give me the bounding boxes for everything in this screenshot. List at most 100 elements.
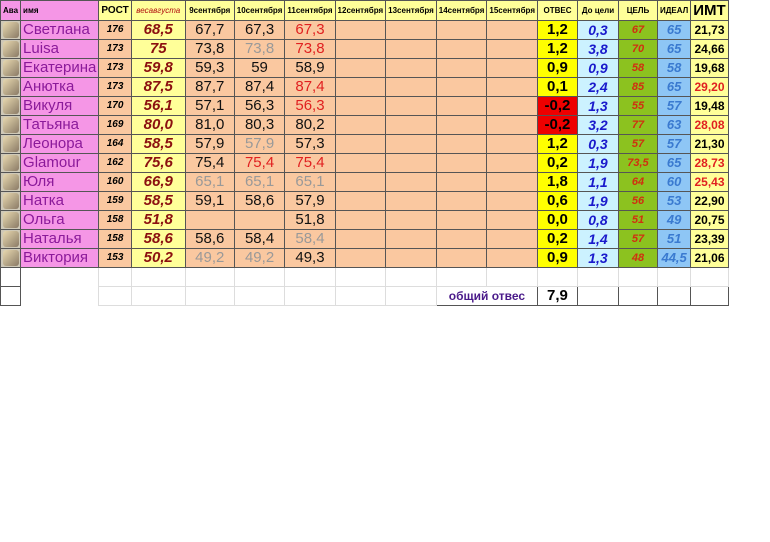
empty-cell[interactable] bbox=[435, 267, 488, 287]
empty-cell[interactable] bbox=[334, 267, 387, 287]
avatar-cell[interactable] bbox=[0, 115, 22, 135]
loss-cell[interactable]: 0,1 bbox=[536, 77, 578, 97]
weight-cell[interactable] bbox=[435, 115, 488, 135]
column-header[interactable]: весавгуста bbox=[130, 0, 186, 21]
weight-cell[interactable] bbox=[486, 77, 538, 97]
weight-cell[interactable]: 81,0 bbox=[184, 115, 235, 135]
weight-cell[interactable]: 58,6 bbox=[184, 229, 235, 249]
weight-cell[interactable] bbox=[435, 58, 488, 78]
loss-cell[interactable]: -0,2 bbox=[536, 96, 578, 116]
bmi-cell[interactable]: 20,75 bbox=[690, 210, 729, 230]
weight-cell[interactable] bbox=[435, 96, 488, 116]
name-cell[interactable]: Татьяна bbox=[20, 115, 100, 135]
name-cell[interactable]: Ольга bbox=[20, 210, 100, 230]
start-weight-cell[interactable]: 50,2 bbox=[130, 248, 186, 268]
weight-cell[interactable]: 87,4 bbox=[233, 77, 286, 97]
weight-cell[interactable] bbox=[486, 20, 538, 40]
loss-cell[interactable]: 0,2 bbox=[536, 229, 578, 249]
bmi-cell[interactable]: 21,30 bbox=[690, 134, 729, 154]
goal-cell[interactable]: 70 bbox=[617, 39, 658, 59]
weight-cell[interactable]: 65,1 bbox=[184, 172, 235, 192]
weight-cell[interactable] bbox=[486, 115, 538, 135]
weight-cell[interactable]: 51,8 bbox=[284, 210, 336, 230]
goal-cell[interactable]: 85 bbox=[617, 77, 658, 97]
empty-cell[interactable] bbox=[576, 286, 619, 306]
to-goal-cell[interactable]: 1,4 bbox=[576, 229, 619, 249]
empty-cell[interactable] bbox=[486, 267, 538, 287]
ideal-cell[interactable]: 51 bbox=[656, 229, 692, 249]
loss-cell[interactable]: 0,0 bbox=[536, 210, 578, 230]
empty-cell[interactable] bbox=[617, 286, 658, 306]
goal-cell[interactable]: 57 bbox=[617, 134, 658, 154]
to-goal-cell[interactable]: 1,9 bbox=[576, 153, 619, 173]
height-cell[interactable]: 164 bbox=[98, 134, 132, 154]
empty-cell[interactable] bbox=[385, 267, 437, 287]
loss-cell[interactable]: 0,9 bbox=[536, 58, 578, 78]
goal-cell[interactable]: 51 bbox=[617, 210, 658, 230]
weight-cell[interactable]: 56,3 bbox=[284, 96, 336, 116]
ideal-cell[interactable]: 65 bbox=[656, 39, 692, 59]
bmi-cell[interactable]: 22,90 bbox=[690, 191, 729, 211]
weight-cell[interactable] bbox=[486, 153, 538, 173]
weight-cell[interactable] bbox=[435, 20, 488, 40]
loss-cell[interactable]: 0,9 bbox=[536, 248, 578, 268]
weight-cell[interactable] bbox=[486, 96, 538, 116]
weight-cell[interactable]: 58,4 bbox=[284, 229, 336, 249]
to-goal-cell[interactable]: 1,1 bbox=[576, 172, 619, 192]
to-goal-cell[interactable]: 2,4 bbox=[576, 77, 619, 97]
weight-cell[interactable]: 58,4 bbox=[233, 229, 286, 249]
weight-cell[interactable]: 75,4 bbox=[284, 153, 336, 173]
start-weight-cell[interactable]: 75,6 bbox=[130, 153, 186, 173]
bmi-cell[interactable]: 25,43 bbox=[690, 172, 729, 192]
weight-cell[interactable]: 59 bbox=[233, 58, 286, 78]
start-weight-cell[interactable]: 66,9 bbox=[130, 172, 186, 192]
column-header[interactable]: 14сентября bbox=[435, 0, 488, 21]
weight-cell[interactable]: 57,9 bbox=[284, 191, 336, 211]
weight-cell[interactable] bbox=[486, 39, 538, 59]
empty-cell[interactable] bbox=[20, 286, 99, 306]
name-cell[interactable]: Викуля bbox=[20, 96, 100, 116]
start-weight-cell[interactable]: 58,6 bbox=[130, 229, 186, 249]
weight-cell[interactable] bbox=[385, 210, 437, 230]
height-cell[interactable]: 158 bbox=[98, 229, 132, 249]
weight-cell[interactable] bbox=[334, 210, 387, 230]
avatar-cell[interactable] bbox=[0, 191, 22, 211]
weight-cell[interactable]: 67,3 bbox=[284, 20, 336, 40]
weight-cell[interactable] bbox=[385, 191, 437, 211]
height-cell[interactable]: 162 bbox=[98, 153, 132, 173]
weight-cell[interactable] bbox=[334, 134, 387, 154]
empty-cell[interactable] bbox=[656, 286, 692, 306]
empty-cell[interactable] bbox=[184, 286, 235, 306]
weight-cell[interactable] bbox=[334, 96, 387, 116]
weight-cell[interactable] bbox=[334, 58, 387, 78]
loss-cell[interactable]: -0,2 bbox=[536, 115, 578, 135]
column-header[interactable]: 15сентября bbox=[486, 0, 538, 21]
start-weight-cell[interactable]: 58,5 bbox=[130, 191, 186, 211]
to-goal-cell[interactable]: 1,3 bbox=[576, 96, 619, 116]
weight-cell[interactable]: 73,8 bbox=[284, 39, 336, 59]
weight-cell[interactable] bbox=[385, 229, 437, 249]
height-cell[interactable]: 173 bbox=[98, 39, 132, 59]
column-header[interactable]: 10сентября bbox=[233, 0, 286, 21]
weight-cell[interactable]: 73,8 bbox=[184, 39, 235, 59]
goal-cell[interactable]: 48 bbox=[617, 248, 658, 268]
weight-cell[interactable] bbox=[435, 153, 488, 173]
weight-cell[interactable] bbox=[435, 134, 488, 154]
ideal-cell[interactable]: 65 bbox=[656, 77, 692, 97]
start-weight-cell[interactable]: 75 bbox=[130, 39, 186, 59]
weight-cell[interactable] bbox=[385, 248, 437, 268]
empty-cell[interactable] bbox=[284, 286, 336, 306]
weight-cell[interactable] bbox=[334, 39, 387, 59]
weight-cell[interactable] bbox=[486, 210, 538, 230]
column-header[interactable]: До цели bbox=[576, 0, 619, 21]
start-weight-cell[interactable]: 58,5 bbox=[130, 134, 186, 154]
ideal-cell[interactable]: 57 bbox=[656, 96, 692, 116]
column-header[interactable]: Ава bbox=[0, 0, 22, 21]
start-weight-cell[interactable]: 80,0 bbox=[130, 115, 186, 135]
to-goal-cell[interactable]: 1,3 bbox=[576, 248, 619, 268]
start-weight-cell[interactable]: 51,8 bbox=[130, 210, 186, 230]
weight-cell[interactable] bbox=[435, 248, 488, 268]
weight-cell[interactable] bbox=[334, 20, 387, 40]
weight-cell[interactable]: 59,1 bbox=[184, 191, 235, 211]
empty-cell[interactable] bbox=[690, 286, 729, 306]
